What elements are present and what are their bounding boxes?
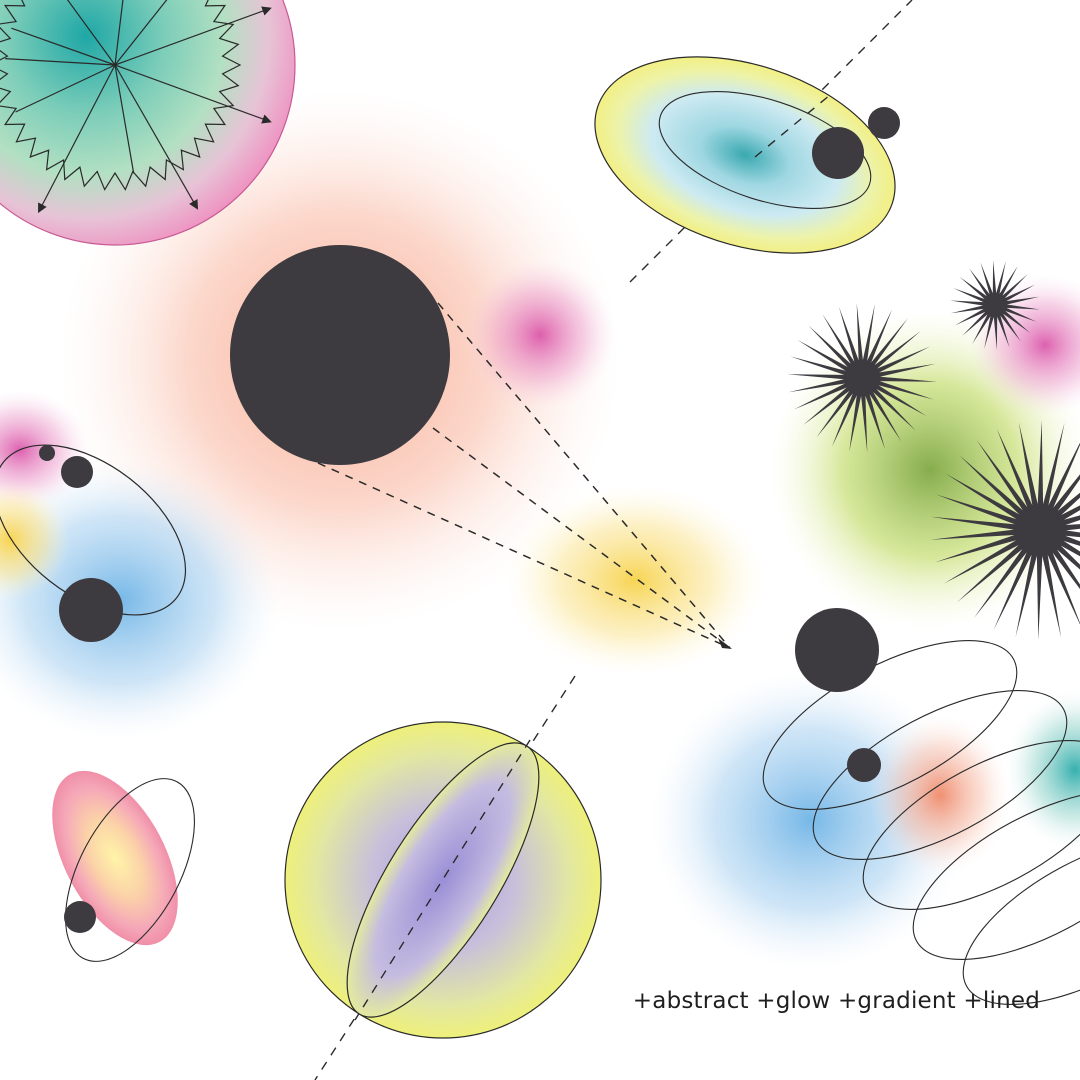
pink-disk-orbit-icon	[52, 770, 195, 962]
pink-glow	[465, 260, 615, 410]
sunburst-ray	[114, 64, 272, 124]
pink-disk-moon	[64, 901, 96, 933]
wireframe-sphere-icon	[284, 675, 602, 1080]
spiral-orbit-icon	[762, 640, 1080, 1005]
galaxy-moon-small	[868, 107, 900, 139]
orbit-planet-left	[59, 578, 123, 642]
sunburst-ray	[11, 27, 116, 66]
sunburst-ray	[114, 0, 168, 66]
dark-sphere	[230, 245, 450, 465]
orbit-moon-tiny	[39, 445, 55, 461]
sky-glow-left	[0, 460, 280, 740]
pink-disk-orbit-path	[65, 778, 195, 962]
sphere-axis-inner	[354, 739, 531, 1021]
zigzag-ring	[0, 0, 242, 191]
spiral-planet-large	[795, 608, 879, 692]
sunburst-ray	[114, 6, 272, 66]
starburst-icons	[787, 260, 1080, 640]
cone-arrowhead	[718, 638, 732, 649]
tagline: +abstract +glow +gradient +lined	[632, 988, 1040, 1014]
spiral-planet-small	[847, 748, 881, 782]
sunburst-ray	[114, 0, 124, 66]
starburst-icon-small	[950, 260, 1040, 350]
sunburst-rays	[5, 0, 272, 214]
orbit-moon-small	[61, 456, 93, 488]
sunburst-ray	[66, 0, 116, 66]
glow-layer	[0, 90, 1080, 970]
projection-cone	[317, 302, 731, 649]
sunburst-ray	[5, 58, 116, 66]
galaxy-moon-large	[812, 127, 864, 179]
pink-disk	[52, 770, 178, 946]
amber-glow	[505, 485, 765, 675]
starburst-icon-medium	[787, 303, 937, 453]
sunburst-ray	[38, 64, 116, 214]
coral-glow-right	[870, 715, 1010, 875]
amber-glow-left	[0, 480, 70, 600]
sunburst-planet-icon	[0, 0, 296, 246]
teal-glow-right	[1005, 690, 1080, 850]
sunburst-ray	[114, 64, 199, 210]
starburst-icon-large	[930, 420, 1080, 640]
galaxy-inner-ring	[658, 90, 872, 210]
black-hole-icon	[230, 245, 732, 649]
galaxy-disk-body	[594, 56, 896, 254]
orbit-icon-left	[0, 444, 187, 642]
orbit-path-left	[0, 444, 187, 616]
galaxy-disk-icon	[594, 0, 913, 283]
sunburst-ray	[114, 64, 135, 174]
sunburst-ray	[15, 64, 116, 113]
